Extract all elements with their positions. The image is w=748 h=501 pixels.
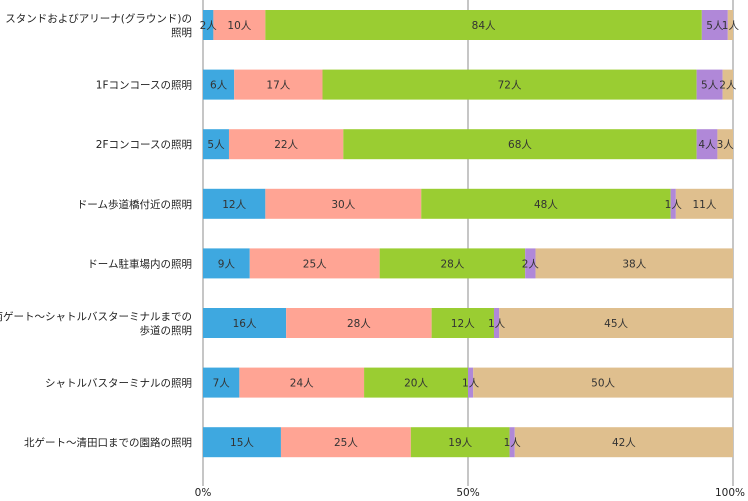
category-label: 北ゲート～清田口までの園路の照明 — [24, 436, 192, 449]
segment-value-label: 1人 — [504, 437, 522, 449]
segment-value-label: 38人 — [622, 258, 646, 270]
bar-segment — [249, 248, 380, 279]
bar-segment — [431, 308, 494, 338]
segment-value-label: 25人 — [334, 437, 358, 449]
segment-value-label: 25人 — [303, 258, 327, 270]
segment-value-label: 2人 — [719, 80, 737, 92]
segment-value-label: 50人 — [591, 378, 615, 390]
x-tick-label: 50% — [456, 487, 479, 499]
bar-segment — [675, 188, 733, 219]
bar-segment — [280, 427, 411, 458]
segment-value-label: 24人 — [290, 378, 314, 390]
category-label: ドーム駐車場内の照明 — [87, 257, 192, 270]
bar-segment — [410, 427, 510, 458]
bar-segment — [322, 69, 697, 100]
segment-value-label: 3人 — [717, 139, 735, 151]
segment-value-label: 11人 — [692, 199, 716, 211]
segment-value-label: 7人 — [213, 378, 231, 390]
segment-value-label: 4人 — [698, 139, 716, 151]
bars-layer — [203, 10, 733, 458]
segment-value-label: 42人 — [612, 437, 636, 449]
segment-value-label: 84人 — [472, 20, 496, 32]
bar-segment — [421, 188, 671, 219]
x-tick-labels-layer: 0% 50% 100% — [195, 487, 745, 499]
category-label: ドーム歩道橋付近の照明 — [77, 198, 192, 211]
segment-value-label: 5人 — [701, 80, 719, 92]
bar-segment — [670, 188, 676, 219]
bar-segment — [473, 367, 733, 398]
bar-segment — [509, 427, 515, 458]
bar-segment — [499, 308, 733, 338]
segment-value-label: 1人 — [462, 378, 480, 390]
bar-segment — [493, 308, 500, 338]
bar-segment — [228, 129, 344, 160]
segment-value-label: 16人 — [233, 318, 257, 330]
bar-segment — [535, 248, 733, 279]
bar-segment — [514, 427, 733, 458]
segment-value-label: 22人 — [274, 139, 298, 151]
bar-segment — [239, 367, 365, 398]
bar-segment — [717, 129, 733, 160]
segment-value-label: 28人 — [347, 318, 371, 330]
segment-value-label: 17人 — [266, 80, 290, 92]
segment-value-label: 1人 — [488, 318, 506, 330]
bar-segment — [203, 69, 235, 100]
bar-segment — [696, 69, 723, 100]
bar-segment — [468, 367, 474, 398]
bar-segment — [286, 308, 432, 338]
bar-segment — [265, 10, 702, 40]
category-labels-layer: スタンドおよびアリーナ(グラウンド)の照明 1Fコンコースの照明 2Fコンコースの照… — [0, 12, 192, 449]
category-label: 2Fコンコースの照明 — [96, 139, 192, 151]
segment-value-label: 20人 — [404, 378, 428, 390]
bar-segment — [722, 69, 733, 100]
bar-segment — [203, 10, 214, 40]
bar-segment — [203, 427, 281, 458]
segment-value-label: 19人 — [448, 437, 472, 449]
bar-segment — [203, 129, 229, 160]
bar-segment — [203, 188, 266, 219]
segment-value-label: 2人 — [200, 20, 218, 32]
segment-value-label: 12人 — [222, 199, 246, 211]
segment-value-label: 45人 — [604, 318, 628, 330]
category-label: 1Fコンコースの照明 — [96, 80, 192, 92]
bar-segment — [364, 367, 468, 398]
segment-value-label: 5人 — [706, 20, 724, 32]
bar-segment — [696, 129, 718, 160]
segment-value-label: 28人 — [440, 258, 464, 270]
segment-value-label: 15人 — [230, 437, 254, 449]
bar-segment — [203, 248, 250, 279]
bar-segment — [727, 10, 733, 40]
bar-segment — [213, 10, 266, 40]
segment-value-label: 48人 — [534, 199, 558, 211]
bar-segment — [701, 10, 728, 40]
bar-segment — [525, 248, 536, 279]
bar-segment — [203, 367, 240, 398]
bar-segment — [203, 308, 287, 338]
segment-value-label: 1人 — [665, 199, 683, 211]
segment-value-label: 72人 — [498, 80, 522, 92]
segment-value-label: 6人 — [210, 80, 228, 92]
segment-value-label: 12人 — [451, 318, 475, 330]
bar-segment — [265, 188, 422, 219]
category-label: 歩道の照明 — [140, 324, 193, 337]
bar-segment — [379, 248, 526, 279]
segment-value-label: 2人 — [522, 258, 540, 270]
bar-segment — [234, 69, 323, 100]
x-tick-label: 0% — [195, 487, 212, 499]
segment-value-label: 10人 — [227, 20, 251, 32]
category-label: 照明 — [171, 27, 192, 39]
category-label: 南ゲート～シャトルバスターミナルまでの — [0, 310, 192, 323]
segment-value-label: 30人 — [331, 199, 355, 211]
category-label: スタンドおよびアリーナ(グラウンド)の — [5, 12, 192, 25]
x-tick-label: 100% — [715, 487, 745, 499]
segment-value-label: 9人 — [218, 258, 236, 270]
segment-value-label: 1人 — [722, 20, 740, 32]
segment-value-label: 68人 — [508, 139, 532, 151]
bar-segment — [343, 129, 697, 160]
segment-value-label: 5人 — [207, 139, 225, 151]
category-label: シャトルバスターミナルの照明 — [45, 378, 192, 390]
